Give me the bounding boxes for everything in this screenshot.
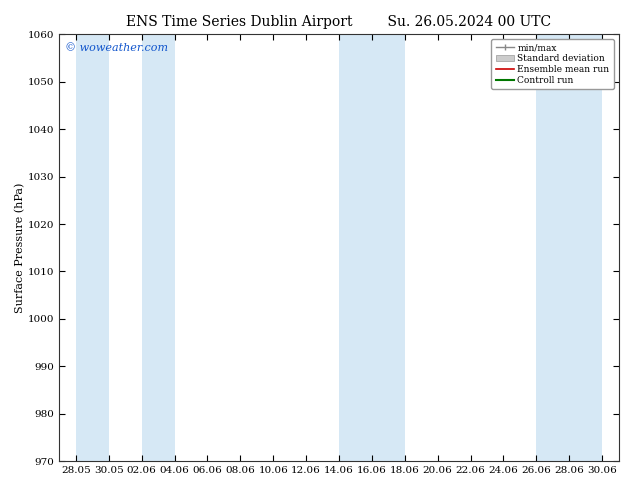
Title: ENS Time Series Dublin Airport        Su. 26.05.2024 00 UTC: ENS Time Series Dublin Airport Su. 26.05… [126, 15, 552, 29]
Bar [536, 34, 602, 461]
Bar [141, 34, 174, 461]
Legend: min/max, Standard deviation, Ensemble mean run, Controll run: min/max, Standard deviation, Ensemble me… [491, 39, 614, 89]
Bar [76, 34, 109, 461]
Y-axis label: Surface Pressure (hPa): Surface Pressure (hPa) [15, 183, 25, 313]
Bar [339, 34, 404, 461]
Text: © woweather.com: © woweather.com [65, 43, 168, 53]
